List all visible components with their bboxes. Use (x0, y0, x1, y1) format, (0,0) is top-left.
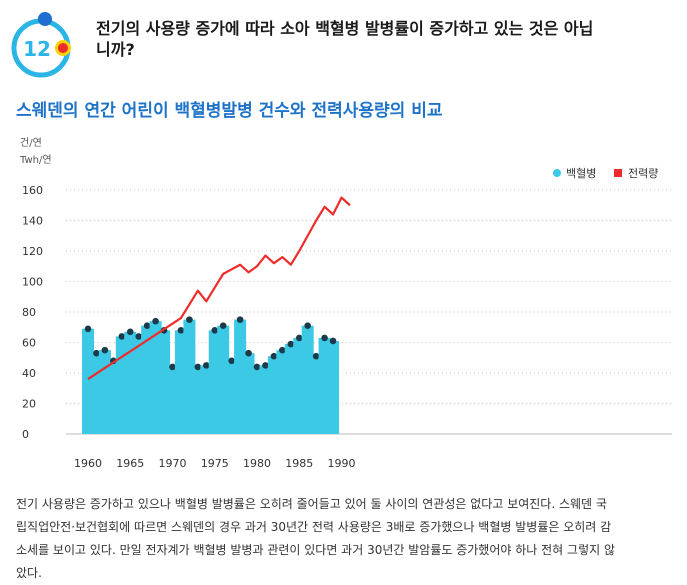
bar-point-leukemia-1987 (312, 352, 320, 360)
bar-point-leukemia-1964 (118, 333, 126, 340)
x-tick-label: 1980 (243, 457, 271, 470)
bar-point-leukemia-1971 (177, 327, 185, 334)
badge-red-dot (58, 43, 68, 53)
bar-point-leukemia-1974 (203, 362, 210, 369)
x-tick-label: 1990 (328, 457, 356, 470)
y-axis-unit-label: Twh/연 (19, 154, 52, 166)
bar-point-leukemia-1973 (194, 363, 202, 371)
bar-point-leukemia-1975 (211, 327, 219, 334)
line-electricity (87, 196, 351, 381)
bar-point-leukemia-1968 (152, 317, 159, 325)
question-number-badge: 12 (11, 12, 71, 78)
x-tick-label: 1985 (285, 457, 313, 470)
y-axis-unit-label: 건/연 (20, 137, 42, 149)
y-tick-label: 40 (22, 367, 36, 380)
badge-number: 12 (23, 37, 51, 61)
bar-point-leukemia-1982 (270, 352, 278, 360)
description-line-2: 립직업안전·보건협회에 따르면 스웨덴의 경우 과거 30년간 전력 사용량은 … (16, 520, 612, 534)
y-tick-label: 140 (22, 215, 43, 228)
bar-point-leukemia-1961 (93, 349, 100, 357)
description-line-1: 전기 사용량은 증가하고 있으나 백혈병 발병률은 오히려 줄어들고 있어 둘 … (16, 497, 607, 511)
y-tick-label: 120 (22, 245, 43, 258)
bar-point-leukemia-1988 (321, 334, 328, 342)
bar-point-leukemia-1965 (126, 328, 134, 336)
legend-label-electricity: 전력량 (628, 167, 658, 180)
bar-point-leukemia-1960 (84, 325, 92, 333)
legend-label-leukemia: 백혈병 (566, 166, 596, 180)
x-tick-label: 1975 (201, 457, 229, 470)
description: 전기 사용량은 증가하고 있으나 백혈병 발병률은 오히려 줄어들고 있어 둘 … (16, 493, 666, 585)
question-text: 전기의 사용량 증가에 따라 소아 백혈병 발병률이 증가하고 있는 것은 아닙… (96, 18, 666, 60)
description-line-3: 소세를 보이고 있다. 만일 전자계가 백혈병 발병과 관련이 있다면 과거 3… (16, 543, 615, 557)
bar-point-leukemia-1980 (253, 363, 261, 371)
bar-point-leukemia-1984 (287, 340, 295, 348)
legend-marker-leukemia (553, 169, 561, 177)
question-line-2: 니까? (96, 40, 135, 59)
bar-point-leukemia-1985 (295, 334, 303, 342)
y-tick-label: 0 (22, 428, 29, 441)
x-tick-label: 1965 (116, 457, 144, 470)
bar-point-leukemia-1976 (219, 322, 227, 330)
bar-point-leukemia-1983 (279, 346, 286, 354)
y-tick-label: 100 (22, 276, 43, 289)
bar-leukemia-1989 (327, 340, 340, 434)
legend-marker-electricity (614, 169, 622, 177)
bar-point-leukemia-1962 (101, 346, 109, 354)
bar-point-leukemia-1979 (245, 349, 252, 357)
badge-top-dot (38, 12, 52, 26)
bar-point-leukemia-1986 (304, 322, 312, 330)
y-tick-label: 20 (22, 398, 36, 411)
chart-area: 건/연 Twh/연 0 20 40 60 80 100 120 140 160 1960 1965 197… (19, 137, 672, 470)
x-tick-label: 1960 (74, 457, 102, 470)
y-tick-label: 160 (22, 184, 43, 197)
bar-point-leukemia-1972 (186, 316, 193, 323)
y-tick-label: 60 (22, 337, 36, 350)
bar-point-leukemia-1967 (143, 322, 151, 330)
bar-point-leukemia-1966 (135, 333, 142, 340)
chart-title: 스웨덴의 연간 어린이 백혈병발병 건수와 전력사용량의 비교 (16, 101, 443, 121)
question-line-1: 전기의 사용량 증가에 따라 소아 백혈병 발병률이 증가하고 있는 것은 아닙 (96, 19, 594, 38)
y-tick-label: 80 (22, 306, 36, 319)
bar-point-leukemia-1970 (169, 363, 176, 371)
bar-point-leukemia-1989 (329, 337, 337, 345)
bar-point-leukemia-1981 (262, 362, 269, 369)
bar-point-leukemia-1978 (236, 316, 244, 323)
description-line-4: 았다. (16, 566, 42, 580)
bar-point-leukemia-1977 (228, 357, 235, 365)
x-tick-label: 1970 (159, 457, 187, 470)
